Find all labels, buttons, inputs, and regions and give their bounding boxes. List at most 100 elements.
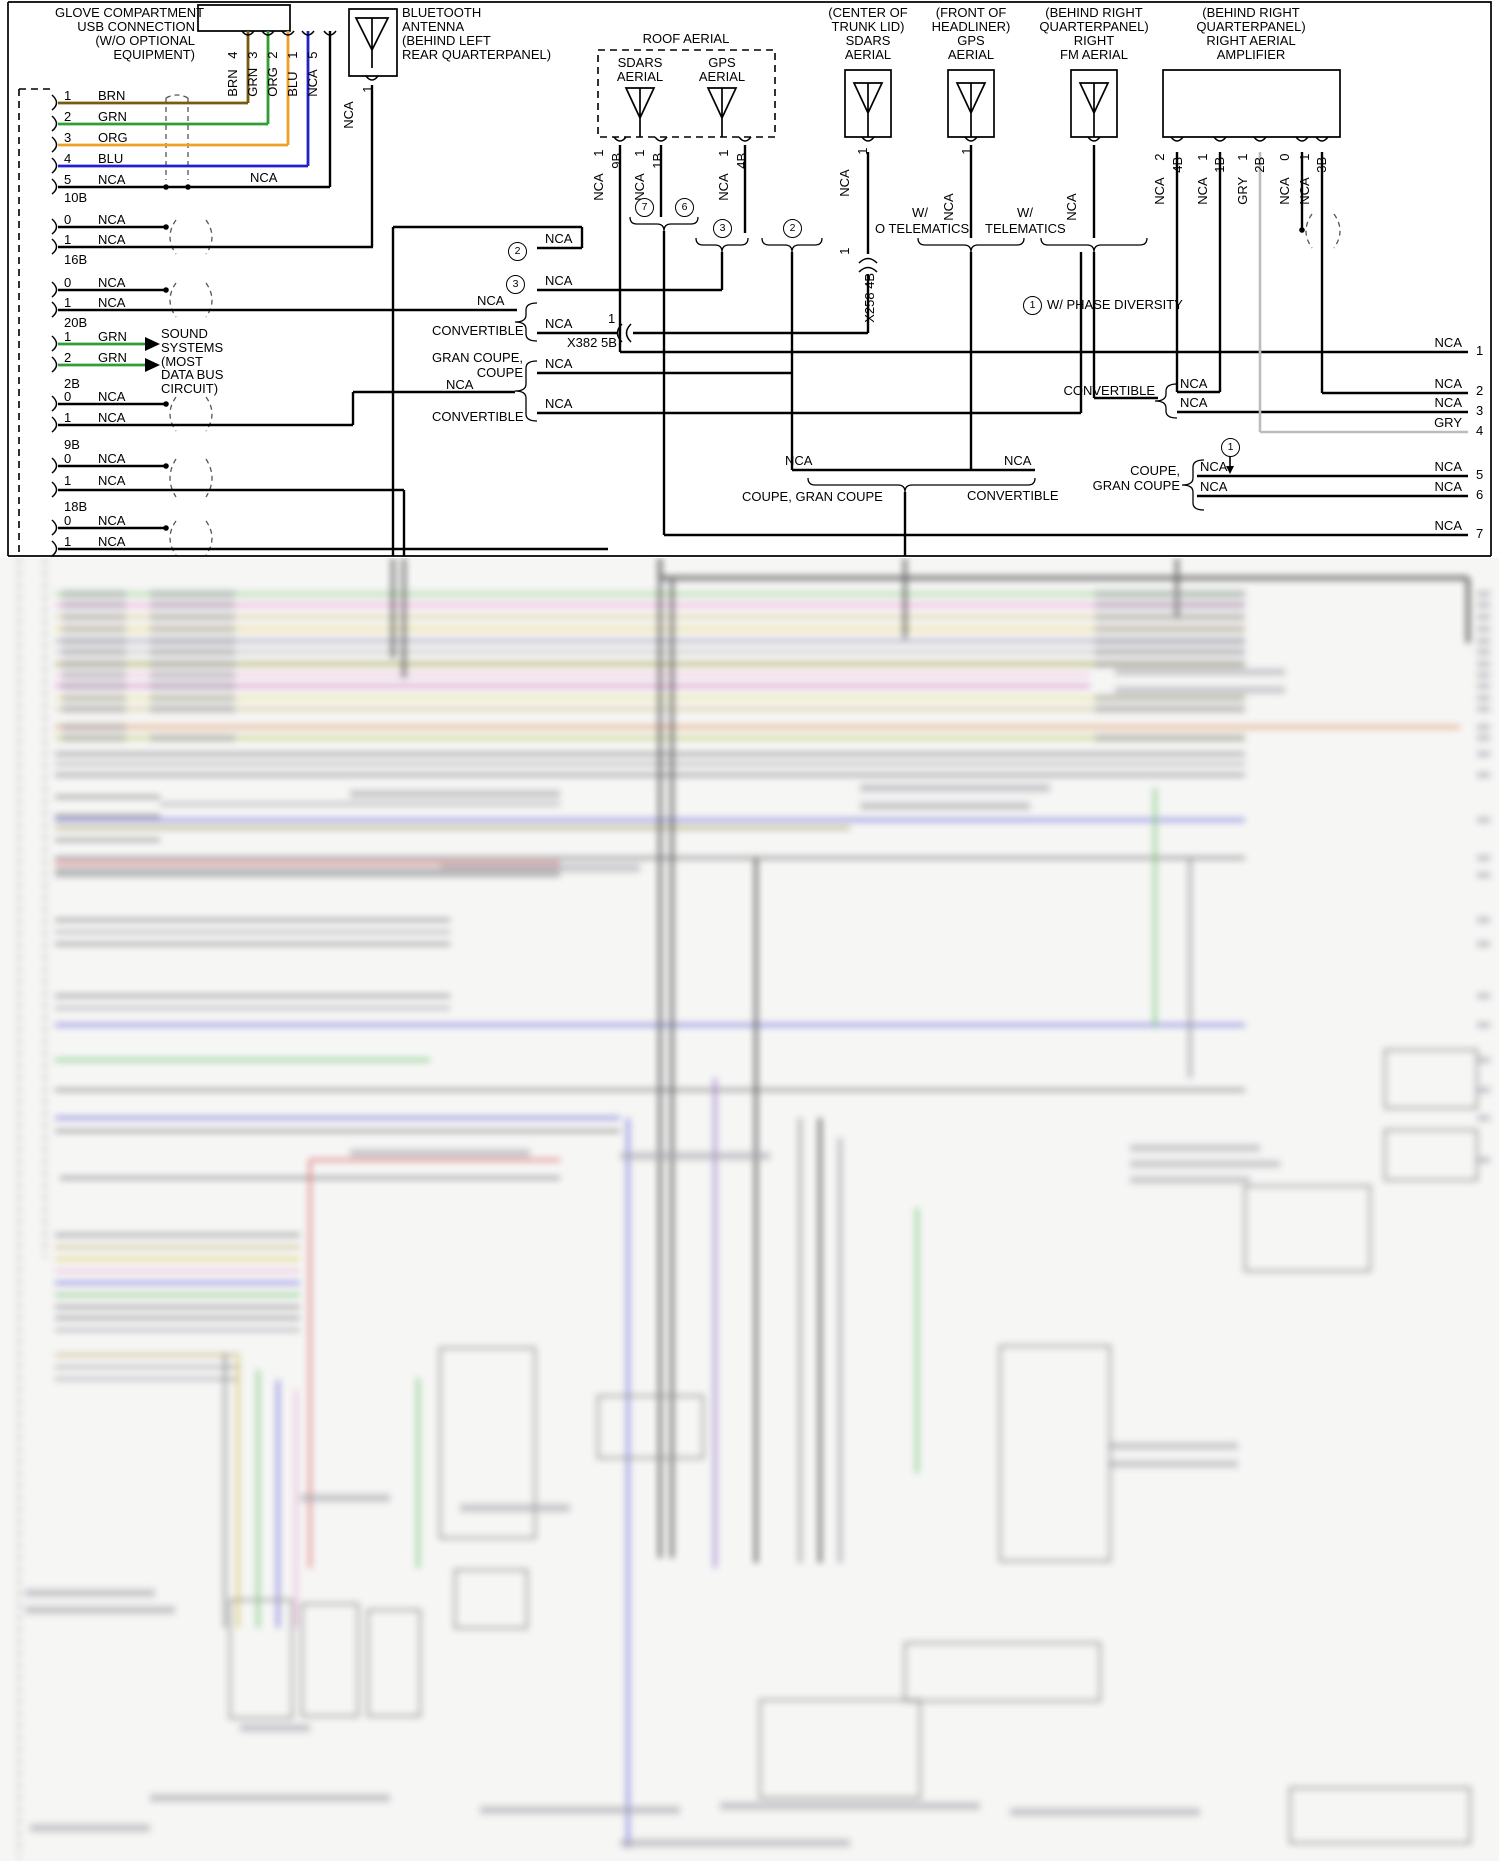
blur-canvas [18, 558, 1490, 1858]
variant-convertible: CONVERTIBLE [432, 323, 524, 338]
amp-caption: AMPLIFIER [1216, 47, 1286, 62]
wire-label: NCA [98, 212, 126, 227]
variant-convertible: CONVERTIBLE [1063, 383, 1155, 398]
black-wires [58, 31, 1468, 556]
frame-and-boxes [7, 1, 1492, 557]
option-7-badge: 7 [635, 198, 654, 217]
wire-label: NCA [98, 275, 126, 290]
connector-id: 16B [64, 252, 88, 267]
pin: 1 [64, 473, 72, 488]
sound-system-note: SOUND [161, 326, 208, 341]
wire-label: NCA [1004, 453, 1032, 468]
wire-label: NCA [1200, 479, 1228, 494]
blur-vertical-green [256, 788, 1157, 1628]
wire-label: NCA [1297, 177, 1313, 205]
row-number: 1 [1476, 343, 1484, 358]
usb-caption: EQUIPMENT) [113, 47, 195, 62]
option-3-badge: 3 [506, 275, 525, 294]
option-2-badge: 2 [508, 242, 527, 261]
blur-dashed-left [18, 558, 46, 1858]
connector-id: 10B [64, 190, 88, 205]
fm-caption: RIGHT [1073, 33, 1115, 48]
amp-caption: (BEHIND RIGHT [1202, 5, 1300, 20]
sound-system-note: CIRCUIT) [161, 381, 219, 396]
row-number: 6 [1476, 487, 1484, 502]
wire-label: NCA [1277, 177, 1293, 205]
sdars-trunk-caption: AERIAL [844, 47, 892, 62]
blur-number-column [1477, 591, 1490, 1163]
wo-telematics-note: W/ [912, 205, 928, 220]
wire-label: NCA [545, 316, 573, 331]
brown-wire [58, 31, 250, 105]
amp-conn: 1B [1212, 156, 1228, 173]
option-1-badge: 1 [1221, 438, 1240, 457]
roof-gps-label: GPS [708, 55, 736, 70]
usb-pin: 3 [245, 51, 261, 59]
wire-label: NCA [1180, 395, 1208, 410]
wire-label: GRY [1235, 176, 1251, 205]
pin: 4 [64, 151, 72, 166]
wire-label: NCA [341, 101, 357, 129]
row-number: 3 [1476, 403, 1484, 418]
wire-label: NCA [1434, 518, 1462, 533]
wire-label: NCA [98, 534, 126, 549]
pin: 0 [64, 451, 72, 466]
variant-coupe-gran-coupe: COUPE, GRAN COUPE [742, 489, 883, 504]
usb-caption: (W/O OPTIONAL [95, 33, 195, 48]
wire-label: NCA [1434, 479, 1462, 494]
connector-id: 2B [64, 376, 80, 391]
amp-caption: RIGHT AERIAL [1206, 33, 1296, 48]
wire-label: NCA [98, 389, 126, 404]
wire-label: NCA [446, 377, 474, 392]
wire-label: GRN [245, 67, 261, 97]
amp-caption: QUARTERPANEL) [1196, 19, 1306, 34]
braces [514, 216, 1205, 511]
gray-wire [1258, 152, 1468, 434]
amp-conn: 4B [1170, 156, 1186, 173]
option-3-badge: 3 [713, 219, 732, 238]
variant-convertible: CONVERTIBLE [432, 409, 524, 424]
sound-system-note: DATA BUS [161, 367, 224, 382]
pin: 0 [64, 389, 72, 404]
wire-label: GRN [98, 350, 127, 365]
pin: 1 [64, 329, 72, 344]
wire-label: NCA [716, 173, 732, 201]
pin: 1 [64, 410, 72, 425]
usb-caption: GLOVE COMPARTMENT [55, 5, 205, 20]
wire-label: NCA [1152, 177, 1168, 205]
w-telematics-note: TELEMATICS [985, 221, 1066, 236]
blurred-diagram-region [0, 558, 1499, 1861]
fm-caption: QUARTERPANEL) [1039, 19, 1149, 34]
blurred-artwork [0, 558, 1499, 1861]
usb-pin: 1 [285, 51, 301, 59]
fm-caption: (BEHIND RIGHT [1045, 5, 1143, 20]
connector-id: 20B [64, 315, 88, 330]
blur-misc-bands [55, 1245, 300, 1357]
dashed-borders [18, 49, 776, 556]
wire-label: NCA [1434, 335, 1462, 350]
roof-pin: 1 [591, 149, 607, 157]
wire-label: ORG [265, 67, 281, 97]
x382-connector-label: X382 5B [567, 335, 617, 350]
blur-gray-elbow [658, 558, 1470, 643]
row-number: 2 [1476, 383, 1484, 398]
amp-pin: 1 [1235, 153, 1251, 161]
amp-pin: 1 [1297, 153, 1313, 161]
blur-vertical-blue [276, 1118, 630, 1848]
wire-label: NCA [785, 453, 813, 468]
pin: 1 [64, 295, 72, 310]
row-number: 4 [1476, 423, 1484, 438]
gps-pin: 1 [959, 147, 975, 155]
blur-verticals-gray [223, 858, 1192, 1628]
gps-headliner-caption: AERIAL [947, 47, 995, 62]
wire-label: NCA [632, 173, 648, 201]
roof-conn: 1B [650, 152, 666, 169]
bt-caption: ANTENNA [402, 19, 465, 34]
wire-label: BRN [98, 88, 126, 103]
blur-text-blobs-mid [25, 784, 1200, 1847]
option-1-badge: 1 [1023, 296, 1042, 315]
bt-caption: BLUETOOTH [402, 5, 482, 20]
wire-label: NCA [545, 396, 573, 411]
x382-pin: 1 [608, 311, 616, 326]
row-number: 7 [1476, 526, 1484, 541]
